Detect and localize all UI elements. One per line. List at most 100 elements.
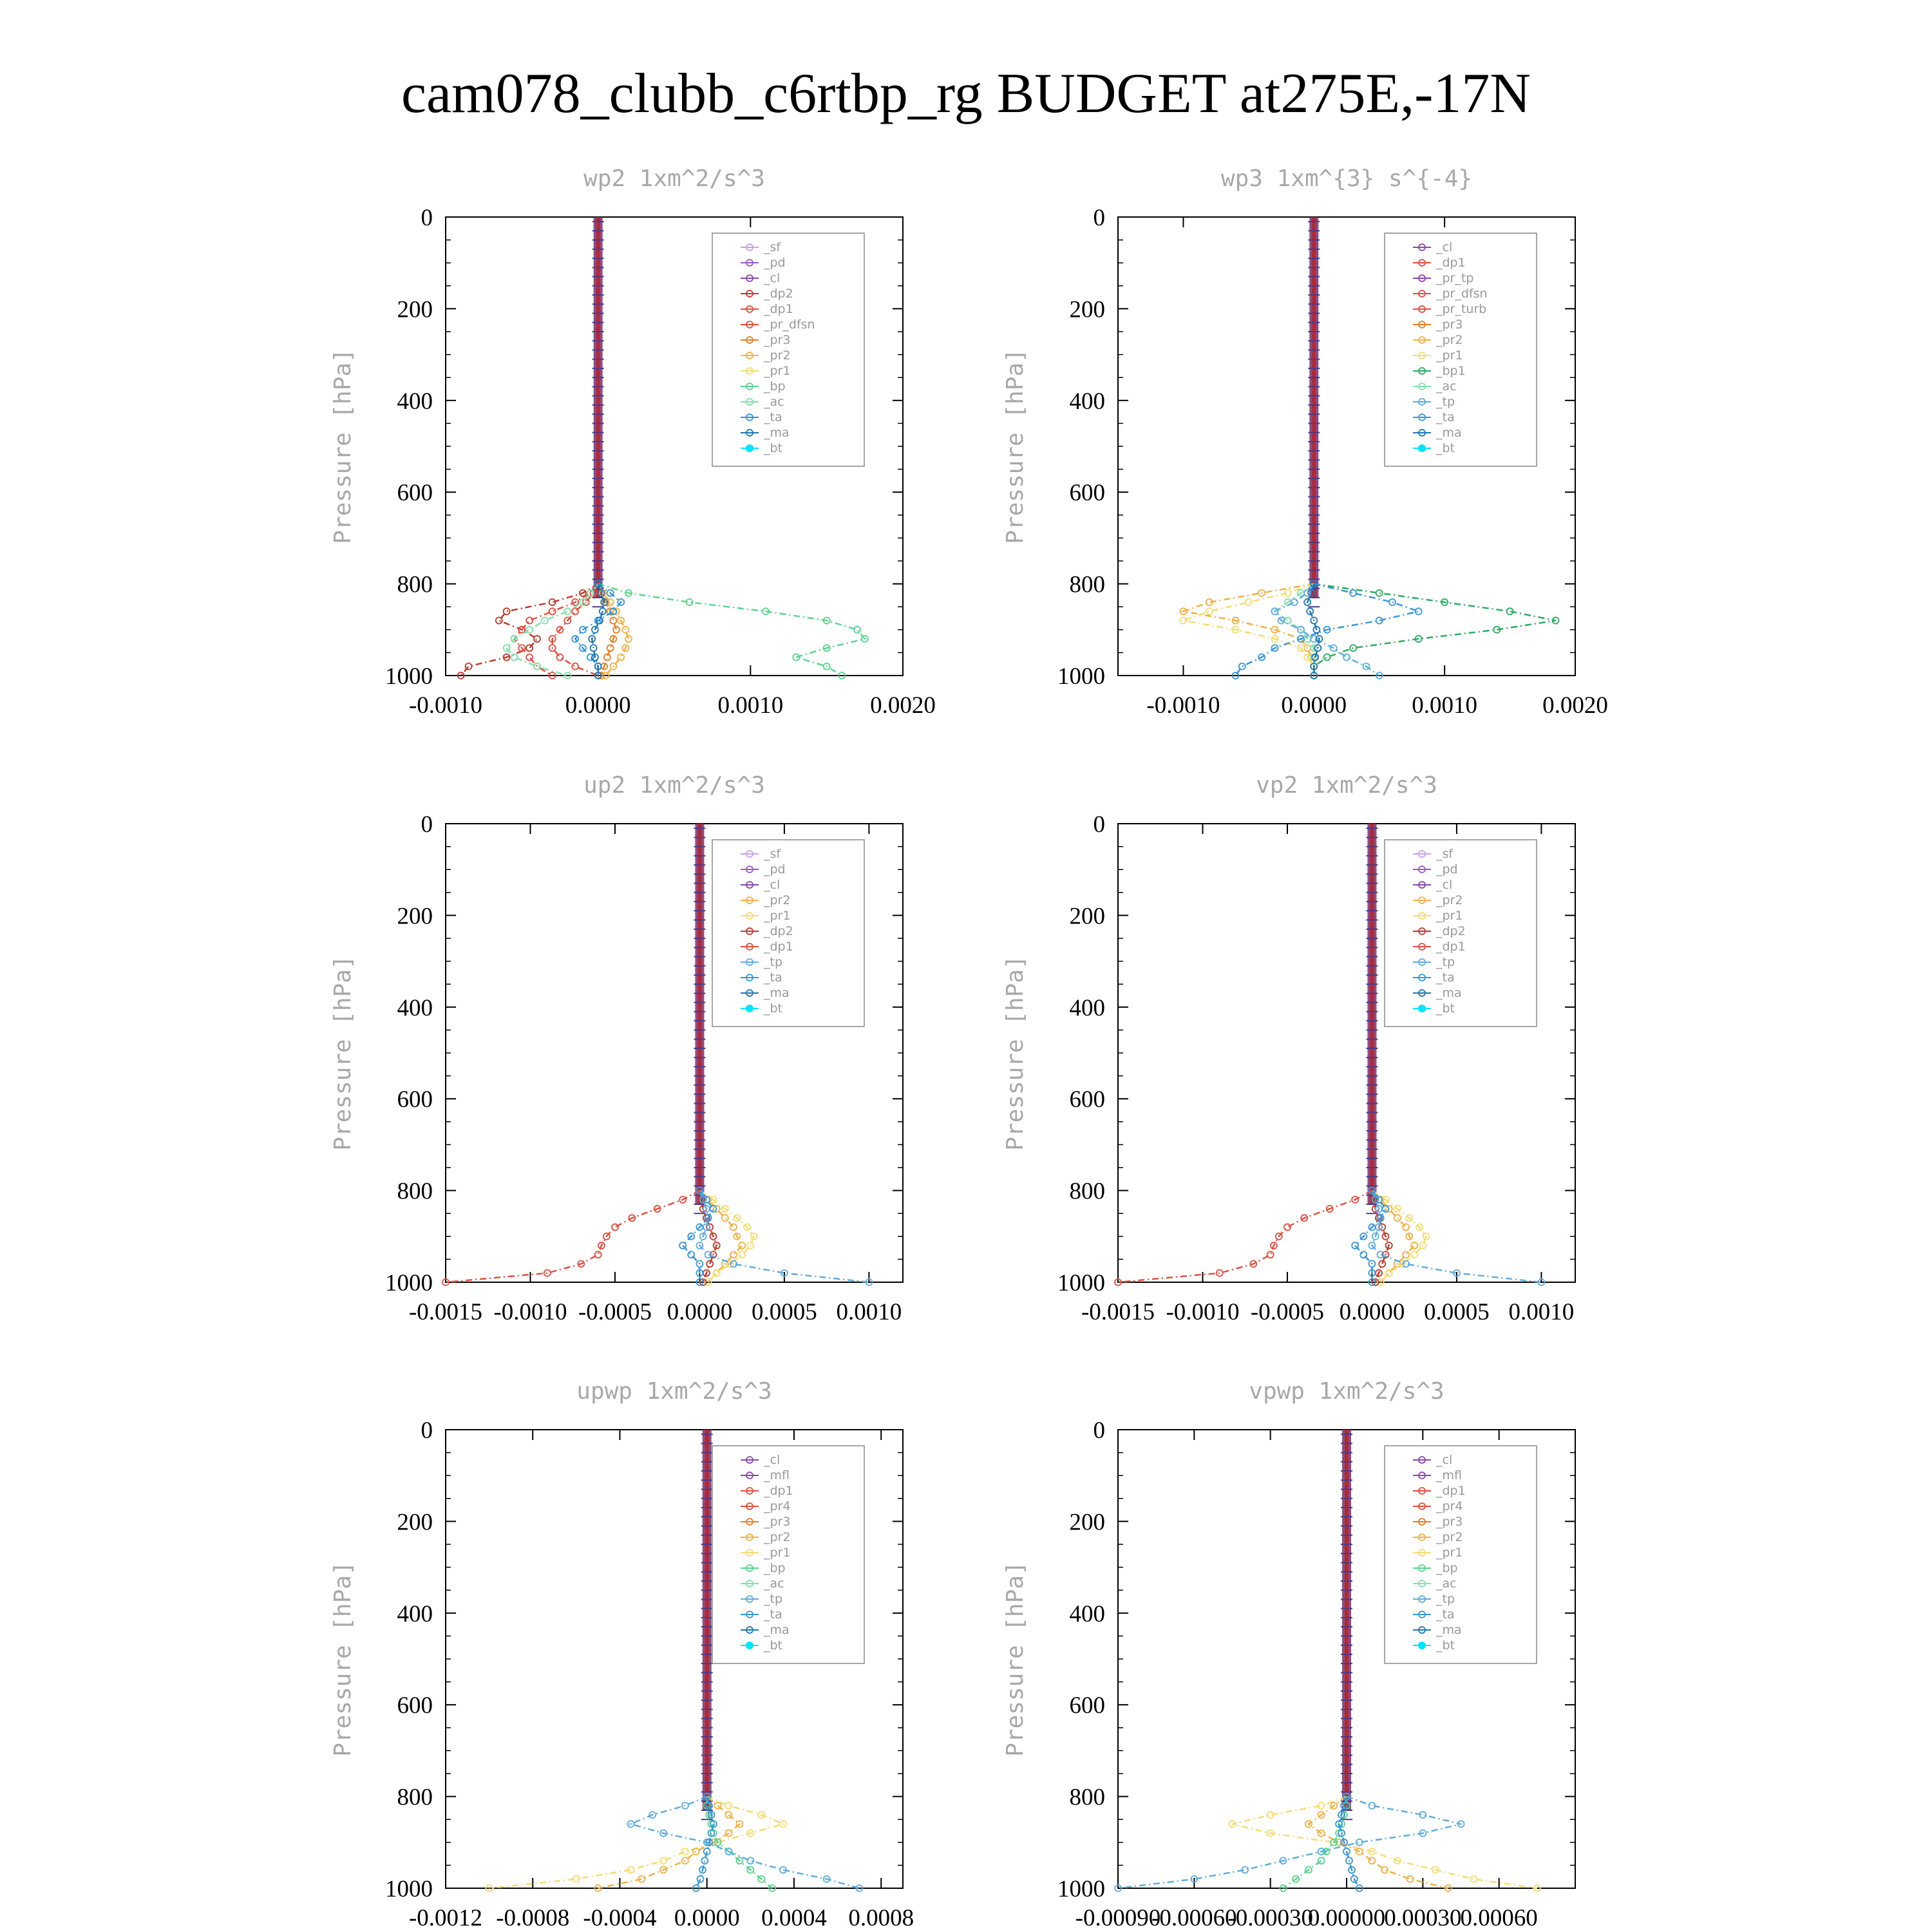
series-line-dp2 xyxy=(460,583,599,676)
legend-marker-cl xyxy=(1418,1456,1426,1464)
data-point-pr2 xyxy=(1381,1866,1389,1874)
x-tick-label: 0.00060 xyxy=(1461,1905,1538,1931)
legend-label-dp2: _dp2 xyxy=(1435,924,1466,938)
data-point-pr2 xyxy=(1206,598,1213,606)
data-point-dp1 xyxy=(1266,1251,1274,1259)
data-point-pr1 xyxy=(1393,1205,1401,1213)
data-point-pr1 xyxy=(738,1251,746,1259)
y-axis-label: Pressure [hPa] xyxy=(1002,348,1028,544)
data-point-ma xyxy=(591,653,599,661)
data-point-dp1 xyxy=(611,1223,619,1231)
legend-label-bp: _bp xyxy=(763,379,786,393)
series-line-pr2 xyxy=(1371,1189,1416,1283)
series-line-ac xyxy=(506,583,599,677)
x-tick-label: -0.0012 xyxy=(409,1905,482,1931)
data-point-pr2 xyxy=(609,662,618,670)
data-point-dp1 xyxy=(628,1214,636,1222)
data-point-bp1 xyxy=(1506,607,1514,616)
legend-label-bp: _bp xyxy=(1435,1561,1458,1575)
panel-1: wp2 1xm^2/s^3 Pressure [hPa] 0 200 400 600 800… xyxy=(330,166,936,719)
y-tick-label: 200 xyxy=(397,296,433,323)
x-tick-label: -0.0010 xyxy=(493,1299,567,1325)
data-point-ta xyxy=(1368,1269,1376,1277)
data-point-tp xyxy=(724,1848,733,1855)
data-point-pr2 xyxy=(1368,1857,1376,1865)
data-point-pr1 xyxy=(1266,1829,1274,1837)
y-tick-label: 800 xyxy=(1070,1179,1106,1205)
legend-label-tp: _tp xyxy=(1435,955,1455,969)
data-point-tp xyxy=(1371,1232,1379,1240)
data-point-pr1 xyxy=(1244,598,1253,606)
legend-marker-bt xyxy=(746,1642,753,1649)
data-point-tp xyxy=(781,1269,788,1277)
legend-label-pr2: _pr2 xyxy=(763,348,790,363)
data-point-tp xyxy=(649,1811,657,1819)
legend-label-pr1: _pr1 xyxy=(1435,348,1463,363)
panel-3: up2 1xm^2/s^3 Pressure [hPa] 0 200 400 600 800… xyxy=(330,772,904,1325)
panel-title: vpwp 1xm^2/s^3 xyxy=(1249,1378,1444,1405)
legend-label-pr2: _pr2 xyxy=(1435,893,1463,907)
legend-marker-pr_tp xyxy=(1418,274,1426,282)
data-point-ta xyxy=(606,589,614,597)
data-point-tp xyxy=(703,1838,711,1846)
data-point-pr2 xyxy=(606,598,614,606)
legend-marker-pr1 xyxy=(1418,1549,1426,1557)
data-point-ta xyxy=(1323,625,1331,634)
data-point-tp xyxy=(1279,1857,1287,1865)
legend-marker-pr2 xyxy=(1418,1533,1426,1541)
data-point-pr2 xyxy=(1402,1223,1410,1231)
legend-label-pr_dfsn: _pr_dfsn xyxy=(763,317,815,332)
data-point-pr2 xyxy=(617,653,625,661)
data-point-pr2 xyxy=(1335,1838,1343,1846)
y-tick-label: 600 xyxy=(397,480,433,506)
y-tick-label: 0 xyxy=(421,1417,433,1444)
y-tick-label: 0 xyxy=(421,205,433,231)
series-line-ta xyxy=(1235,583,1422,676)
series-line-pr2 xyxy=(597,583,630,676)
data-point-dp2 xyxy=(464,662,473,670)
legend-label-bt: _bt xyxy=(1435,1001,1455,1016)
data-point-dp2 xyxy=(526,644,534,652)
data-point-ta xyxy=(609,607,618,616)
legend-label-cl: _cl xyxy=(763,1453,780,1467)
x-tick-label: 0.0005 xyxy=(1424,1299,1490,1325)
data-point-pr1 xyxy=(704,1278,712,1286)
data-point-pr1 xyxy=(1231,625,1240,634)
data-point-ta xyxy=(1349,589,1358,597)
data-point-pr2 xyxy=(1304,1820,1312,1828)
legend-label-mfl: _mfl xyxy=(1435,1468,1462,1482)
data-point-ta xyxy=(1359,1232,1368,1240)
data-point-tp xyxy=(1457,1820,1465,1828)
data-point-tp xyxy=(1277,616,1285,625)
legend-label-dp1: _dp1 xyxy=(1435,1484,1466,1498)
legend-label-pr2: _pr2 xyxy=(763,893,790,907)
data-point-tp xyxy=(1453,1269,1461,1277)
data-point-ta xyxy=(687,1232,696,1240)
legend-label-mfl: _mfl xyxy=(763,1468,790,1482)
data-point-tp xyxy=(746,1857,755,1865)
data-point-pr1 xyxy=(659,1857,667,1865)
legend-box xyxy=(712,232,865,467)
data-point-bp xyxy=(768,1884,777,1892)
legend-marker-sf xyxy=(1418,850,1426,858)
y-tick-label: 600 xyxy=(1070,1692,1106,1719)
legend-label-pr2: _pr2 xyxy=(1435,1530,1463,1544)
data-point-tp xyxy=(1368,1801,1376,1810)
legend-label-pr_tp: _pr_tp xyxy=(1435,271,1473,285)
data-point-ta xyxy=(1368,1186,1376,1195)
x-tick-label: -0.0015 xyxy=(1081,1299,1155,1325)
panel-title: wp2 1xm^2/s^3 xyxy=(583,166,765,192)
legend-label-pr1: _pr1 xyxy=(763,1546,790,1560)
legend-marker-ta xyxy=(746,974,753,981)
data-point-ac xyxy=(564,672,572,679)
data-point-pr1 xyxy=(721,1205,729,1213)
data-point-ta xyxy=(1340,1838,1348,1846)
data-point-ta xyxy=(687,1251,696,1259)
data-point-ma xyxy=(1315,635,1323,643)
legend-marker-pd xyxy=(746,259,753,267)
y-tick-label: 0 xyxy=(1094,811,1106,838)
legend-marker-mfl xyxy=(746,1472,753,1479)
legend-label-ac: _ac xyxy=(1435,1577,1457,1591)
data-point-tp xyxy=(699,1232,707,1240)
